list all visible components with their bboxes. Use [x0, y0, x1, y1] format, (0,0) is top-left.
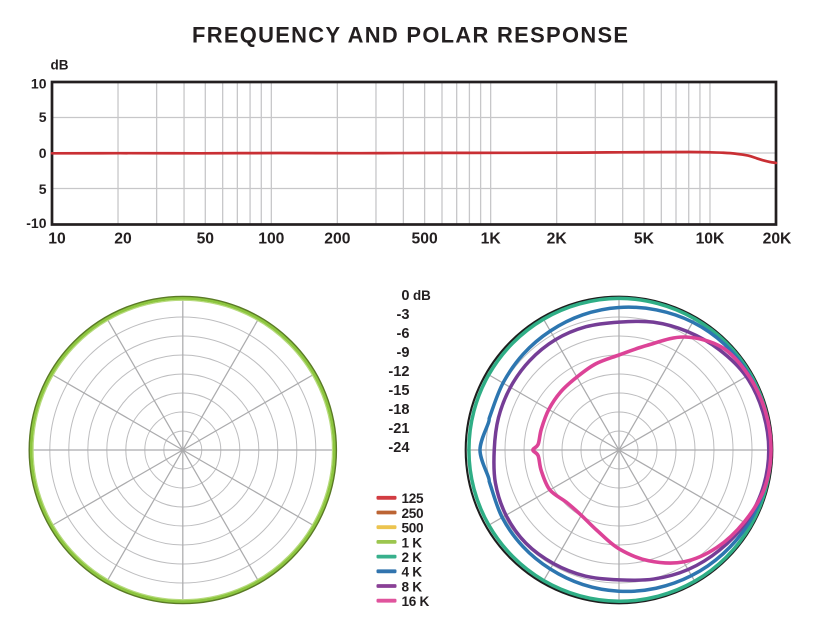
svg-text:1K: 1K — [481, 231, 502, 248]
svg-text:10K: 10K — [696, 231, 725, 248]
svg-text:2K: 2K — [547, 231, 568, 248]
svg-text:-9: -9 — [397, 345, 410, 361]
svg-text:20: 20 — [114, 231, 132, 248]
svg-text:0: 0 — [401, 288, 409, 304]
svg-text:5: 5 — [39, 109, 47, 125]
svg-text:-24: -24 — [388, 440, 410, 456]
svg-text:5: 5 — [39, 181, 47, 197]
svg-text:-10: -10 — [26, 215, 46, 231]
svg-text:4 K: 4 K — [402, 565, 423, 580]
svg-text:-21: -21 — [388, 421, 409, 437]
svg-text:250: 250 — [402, 506, 424, 521]
svg-text:dB: dB — [51, 58, 69, 73]
svg-text:5K: 5K — [634, 231, 655, 248]
svg-text:10: 10 — [48, 231, 66, 248]
svg-text:125: 125 — [402, 491, 425, 506]
svg-text:-3: -3 — [397, 307, 410, 323]
svg-text:dB: dB — [413, 288, 431, 303]
svg-text:-15: -15 — [388, 383, 409, 399]
svg-text:8 K: 8 K — [402, 579, 423, 594]
svg-text:0: 0 — [39, 145, 47, 161]
svg-text:10: 10 — [31, 76, 47, 92]
svg-text:100: 100 — [258, 231, 284, 248]
svg-text:20K: 20K — [763, 231, 792, 248]
svg-text:200: 200 — [324, 231, 350, 248]
svg-text:1 K: 1 K — [402, 535, 423, 550]
svg-text:-6: -6 — [397, 326, 410, 342]
svg-text:FREQUENCY AND POLAR RESPONSE: FREQUENCY AND POLAR RESPONSE — [192, 23, 628, 48]
svg-text:50: 50 — [197, 231, 215, 248]
svg-text:16 K: 16 K — [402, 594, 430, 609]
svg-text:-18: -18 — [388, 402, 409, 418]
svg-text:500: 500 — [402, 521, 424, 536]
svg-text:2 K: 2 K — [402, 550, 423, 565]
svg-text:500: 500 — [412, 231, 438, 248]
svg-text:-12: -12 — [388, 364, 409, 380]
